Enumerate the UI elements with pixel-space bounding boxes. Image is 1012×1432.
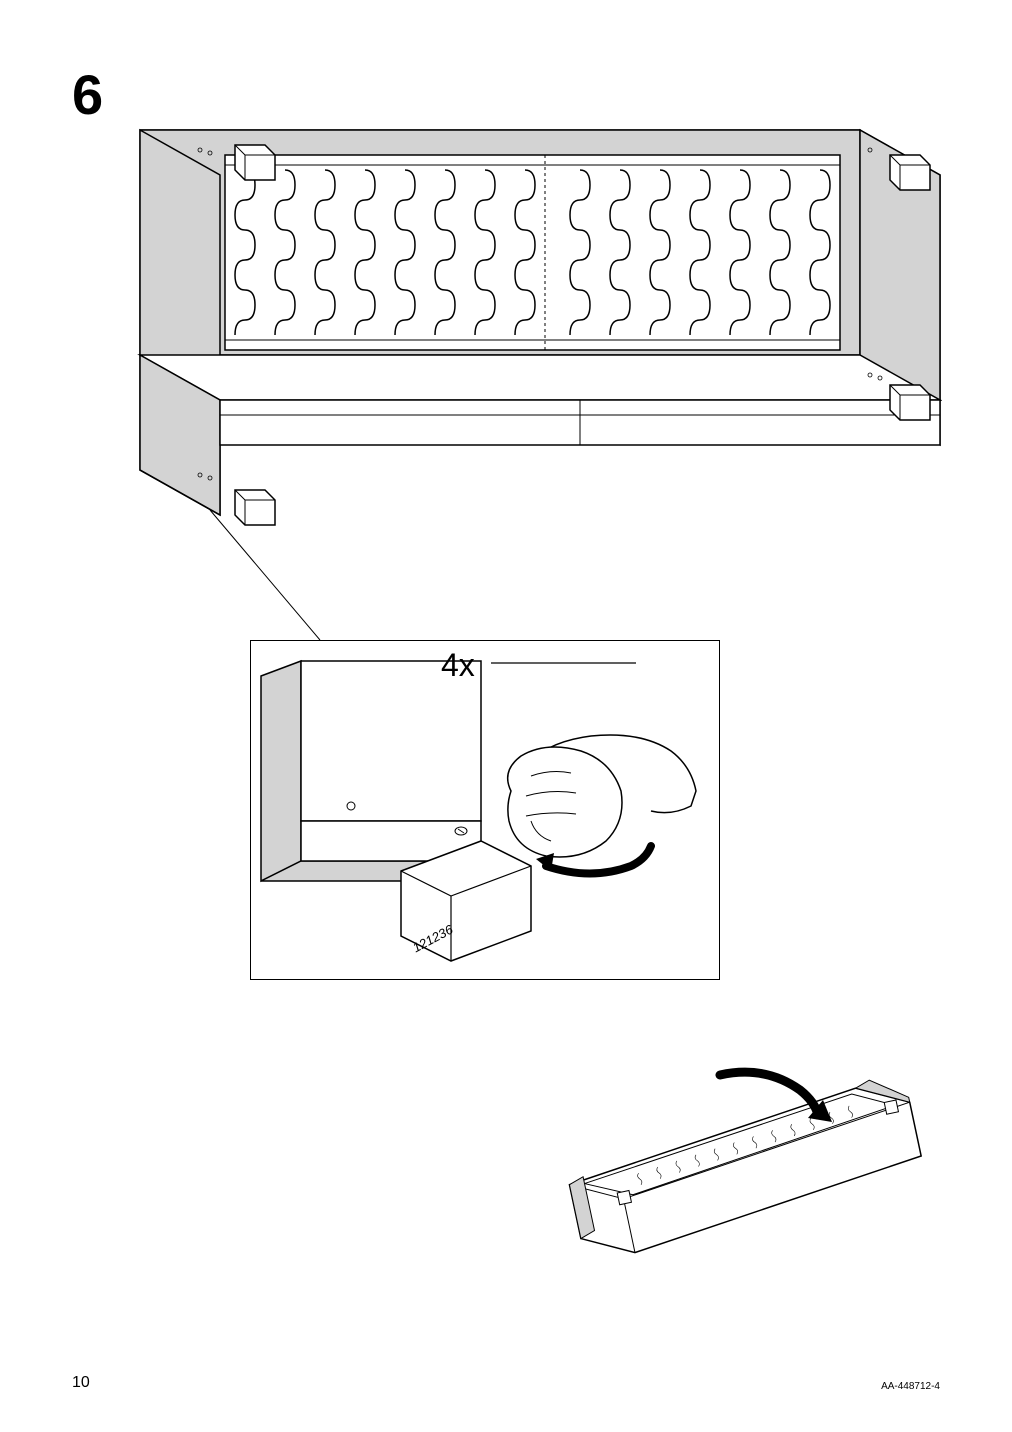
main-sofa-illustration <box>70 120 942 540</box>
quantity-label: 4x <box>441 647 475 684</box>
detail-svg <box>251 641 721 981</box>
flip-svg <box>540 1060 930 1280</box>
page-container: 6 <box>0 0 1012 1432</box>
hand-illustration <box>508 735 696 857</box>
leg-block-back-left <box>235 145 275 180</box>
detail-callout-box: 4x 121236 <box>250 640 720 980</box>
document-code: AA-448712-4 <box>881 1381 940 1392</box>
leg-block-back-right <box>890 155 930 190</box>
leader-line <box>200 500 350 650</box>
sofa-frame-svg <box>70 120 942 540</box>
step-number: 6 <box>72 62 103 127</box>
bottom-flip-illustration <box>540 1060 930 1280</box>
leg-block-front-right <box>890 385 930 420</box>
page-number: 10 <box>72 1374 90 1392</box>
